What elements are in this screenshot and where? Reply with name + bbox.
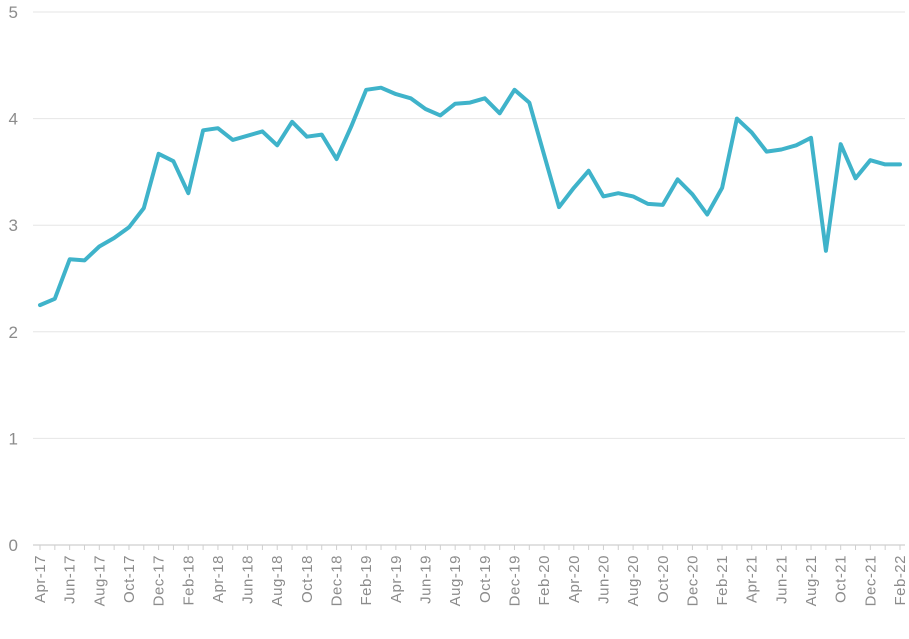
x-tick-label: Aug-20 xyxy=(625,555,642,606)
x-tick-label: Jun-19 xyxy=(418,555,435,604)
x-tick-label: Aug-21 xyxy=(803,555,820,606)
x-tick-label: Apr-19 xyxy=(388,555,405,603)
y-tick-label: 2 xyxy=(9,323,18,342)
y-tick-label: 0 xyxy=(9,536,18,555)
x-tick-label: Apr-18 xyxy=(210,555,227,603)
x-tick-label: Dec-17 xyxy=(151,555,168,606)
x-tick-label: Dec-20 xyxy=(684,555,701,606)
x-tick-label: Feb-18 xyxy=(180,555,197,606)
series-layer xyxy=(38,85,902,308)
y-tick-label: 1 xyxy=(9,429,18,448)
x-tick-label: Feb-20 xyxy=(536,555,553,606)
x-tick-label: Jun-20 xyxy=(595,555,612,604)
y-tick-label: 5 xyxy=(9,3,18,22)
x-tick-label: Feb-21 xyxy=(714,555,731,606)
x-tick-label: Jun-18 xyxy=(240,555,257,604)
y-tick-label: 4 xyxy=(9,110,18,129)
x-axis: Apr-17 Jun-17 Aug-17 Oct-17 Dec-17 Feb-18 Apr-… xyxy=(32,544,909,606)
x-tick-label: Feb-19 xyxy=(358,555,375,606)
x-tick-label: Aug-19 xyxy=(447,555,464,606)
x-tick-label: Oct-21 xyxy=(833,555,850,603)
x-tick-label: Oct-20 xyxy=(655,555,672,603)
x-tick-label: Jun-21 xyxy=(773,555,790,604)
series-line xyxy=(38,85,902,308)
x-tick-label: Apr-17 xyxy=(32,555,49,603)
x-tick-label: Oct-17 xyxy=(121,555,138,603)
y-axis: 0 1 2 3 4 5 xyxy=(9,3,18,555)
x-tick-label: Apr-20 xyxy=(566,555,583,603)
x-tick-label: Oct-18 xyxy=(299,555,316,603)
x-tick-label: Apr-21 xyxy=(744,555,761,603)
y-tick-label: 3 xyxy=(9,216,18,235)
x-tick-label: Oct-19 xyxy=(477,555,494,603)
x-tick-label: Aug-17 xyxy=(91,555,108,606)
gridlines xyxy=(33,11,905,439)
x-tick-label: Dec-18 xyxy=(329,555,346,606)
x-tick-label: Jun-17 xyxy=(62,555,79,604)
x-tick-label: Dec-19 xyxy=(506,555,523,606)
x-tick-label: Dec-21 xyxy=(862,555,879,606)
x-tick-label: Aug-18 xyxy=(269,555,286,606)
x-tick-label: Feb-22 xyxy=(892,555,909,606)
